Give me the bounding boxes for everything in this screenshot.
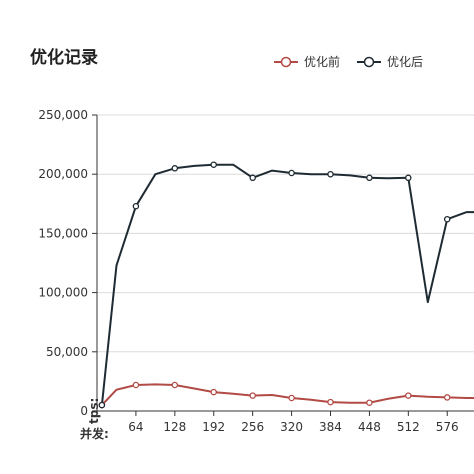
data-point: [210, 161, 217, 168]
data-point: [443, 394, 451, 401]
data-point: [443, 215, 451, 223]
data-point: [288, 169, 295, 177]
series-2: [98, 161, 474, 409]
legend-marker: [363, 56, 375, 68]
x-tick-label: 64: [128, 420, 143, 434]
data-point: [366, 399, 373, 406]
data-point: [327, 398, 334, 406]
data-point: [171, 165, 179, 172]
data-point: [132, 202, 140, 210]
y-tick-label: 200,000: [38, 167, 88, 181]
y-axis: 0 50,000 100,000 150,000 200,000 250,000: [38, 108, 98, 418]
y-tick-label: 250,000: [38, 108, 88, 122]
data-point: [366, 174, 373, 182]
x-tick-label: 384: [319, 420, 342, 434]
gridlines: [97, 114, 474, 353]
series-1: [98, 381, 474, 409]
data-point: [288, 394, 295, 402]
x-tick-label: 576: [436, 420, 459, 434]
y-tick-label: 50,000: [46, 345, 88, 359]
series-layer: [98, 161, 474, 409]
x-tick-label: 256: [241, 420, 264, 434]
legend: 优化前 优化后: [274, 54, 423, 69]
data-point: [210, 388, 217, 396]
legend-label: 优化前: [304, 54, 340, 69]
legend-label: 优化后: [387, 55, 423, 69]
x-axis: 64 128 192 256 320 384 448 512 576: [97, 410, 474, 434]
data-point: [98, 401, 106, 409]
y-tick-label: 150,000: [38, 226, 88, 240]
series-line: [100, 163, 474, 406]
data-point: [171, 381, 179, 389]
x-tick-label: 320: [280, 420, 303, 434]
x-tick-label: 448: [358, 420, 381, 434]
data-point: [249, 174, 256, 182]
data-point: [249, 392, 256, 399]
data-point: [327, 170, 334, 178]
legend-item[interactable]: 优化前: [274, 54, 340, 69]
y-tick-label: 0: [80, 404, 88, 418]
x-tick-label: 192: [202, 420, 225, 434]
legend-marker: [280, 56, 292, 68]
chart-title: 优化记录: [30, 47, 98, 68]
data-point: [405, 174, 412, 182]
x-tick-label: 512: [397, 420, 420, 434]
data-point: [132, 381, 140, 389]
x-axis-label: 并发:: [80, 426, 109, 441]
series-line: [101, 383, 474, 406]
y-tick-label: 100,000: [38, 286, 88, 300]
data-point: [405, 392, 412, 399]
x-tick-label: 128: [163, 420, 186, 434]
y-axis-label: tps:: [87, 398, 101, 424]
legend-item[interactable]: 优化后: [357, 55, 423, 69]
